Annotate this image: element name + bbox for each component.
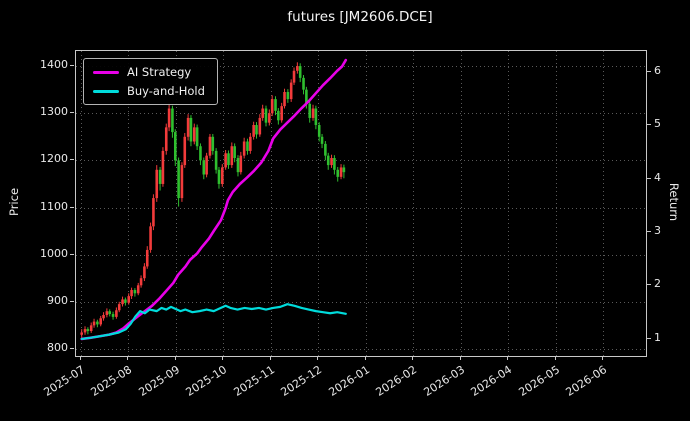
price-tick-label: 1300 — [40, 105, 68, 119]
ai-strategy-line-swatch — [93, 70, 119, 74]
price-tick-mark — [70, 112, 74, 114]
x-tick-mark — [554, 356, 556, 360]
price-tick-label: 1000 — [40, 246, 68, 260]
price-tick-label: 900 — [47, 293, 68, 307]
return-tick-mark — [647, 231, 651, 233]
price-tick-mark — [70, 206, 74, 208]
legend: AI Strategy Buy-and-Hold — [83, 58, 218, 105]
price-tick-mark — [70, 347, 74, 349]
y-axis-label-return: Return — [667, 182, 681, 222]
return-tick-label: 6 — [654, 63, 661, 77]
price-tick-label: 800 — [47, 340, 68, 354]
return-tick-label: 3 — [654, 224, 661, 238]
price-tick-mark — [70, 253, 74, 255]
x-tick-mark — [174, 356, 176, 360]
return-tick-label: 2 — [654, 277, 661, 291]
return-tick-mark — [647, 337, 651, 339]
x-tick-mark — [364, 356, 366, 360]
price-tick-label: 1100 — [40, 199, 68, 213]
return-tick-mark — [647, 177, 651, 179]
x-tick-mark — [222, 356, 224, 360]
y-axis-label-price: Price — [7, 187, 21, 217]
return-tick-mark — [647, 124, 651, 126]
x-tick-mark — [602, 356, 604, 360]
x-tick-mark — [79, 356, 81, 360]
buy-and-hold-line-swatch — [93, 89, 119, 93]
x-tick-mark — [459, 356, 461, 360]
legend-label-buy-and-hold: Buy-and-Hold — [127, 84, 205, 98]
x-tick-mark — [507, 356, 509, 360]
price-tick-mark — [70, 300, 74, 302]
x-tick-mark — [269, 356, 271, 360]
return-tick-label: 4 — [654, 170, 661, 184]
return-tick-label: 5 — [654, 117, 661, 131]
return-tick-mark — [647, 284, 651, 286]
price-tick-label: 1200 — [40, 152, 68, 166]
chart-title: futures [JM2606.DCE] — [287, 9, 433, 25]
legend-label-ai-strategy: AI Strategy — [127, 65, 192, 79]
legend-item-ai-strategy: AI Strategy — [93, 65, 205, 79]
x-tick-mark — [127, 356, 129, 360]
return-tick-label: 1 — [654, 330, 661, 344]
legend-item-buy-and-hold: Buy-and-Hold — [93, 84, 205, 98]
x-tick-mark — [412, 356, 414, 360]
price-tick-mark — [70, 65, 74, 67]
plot-area: AI Strategy Buy-and-Hold — [75, 50, 647, 357]
return-tick-mark — [647, 70, 651, 72]
price-tick-mark — [70, 159, 74, 161]
x-tick-mark — [317, 356, 319, 360]
price-tick-label: 1400 — [40, 58, 68, 72]
